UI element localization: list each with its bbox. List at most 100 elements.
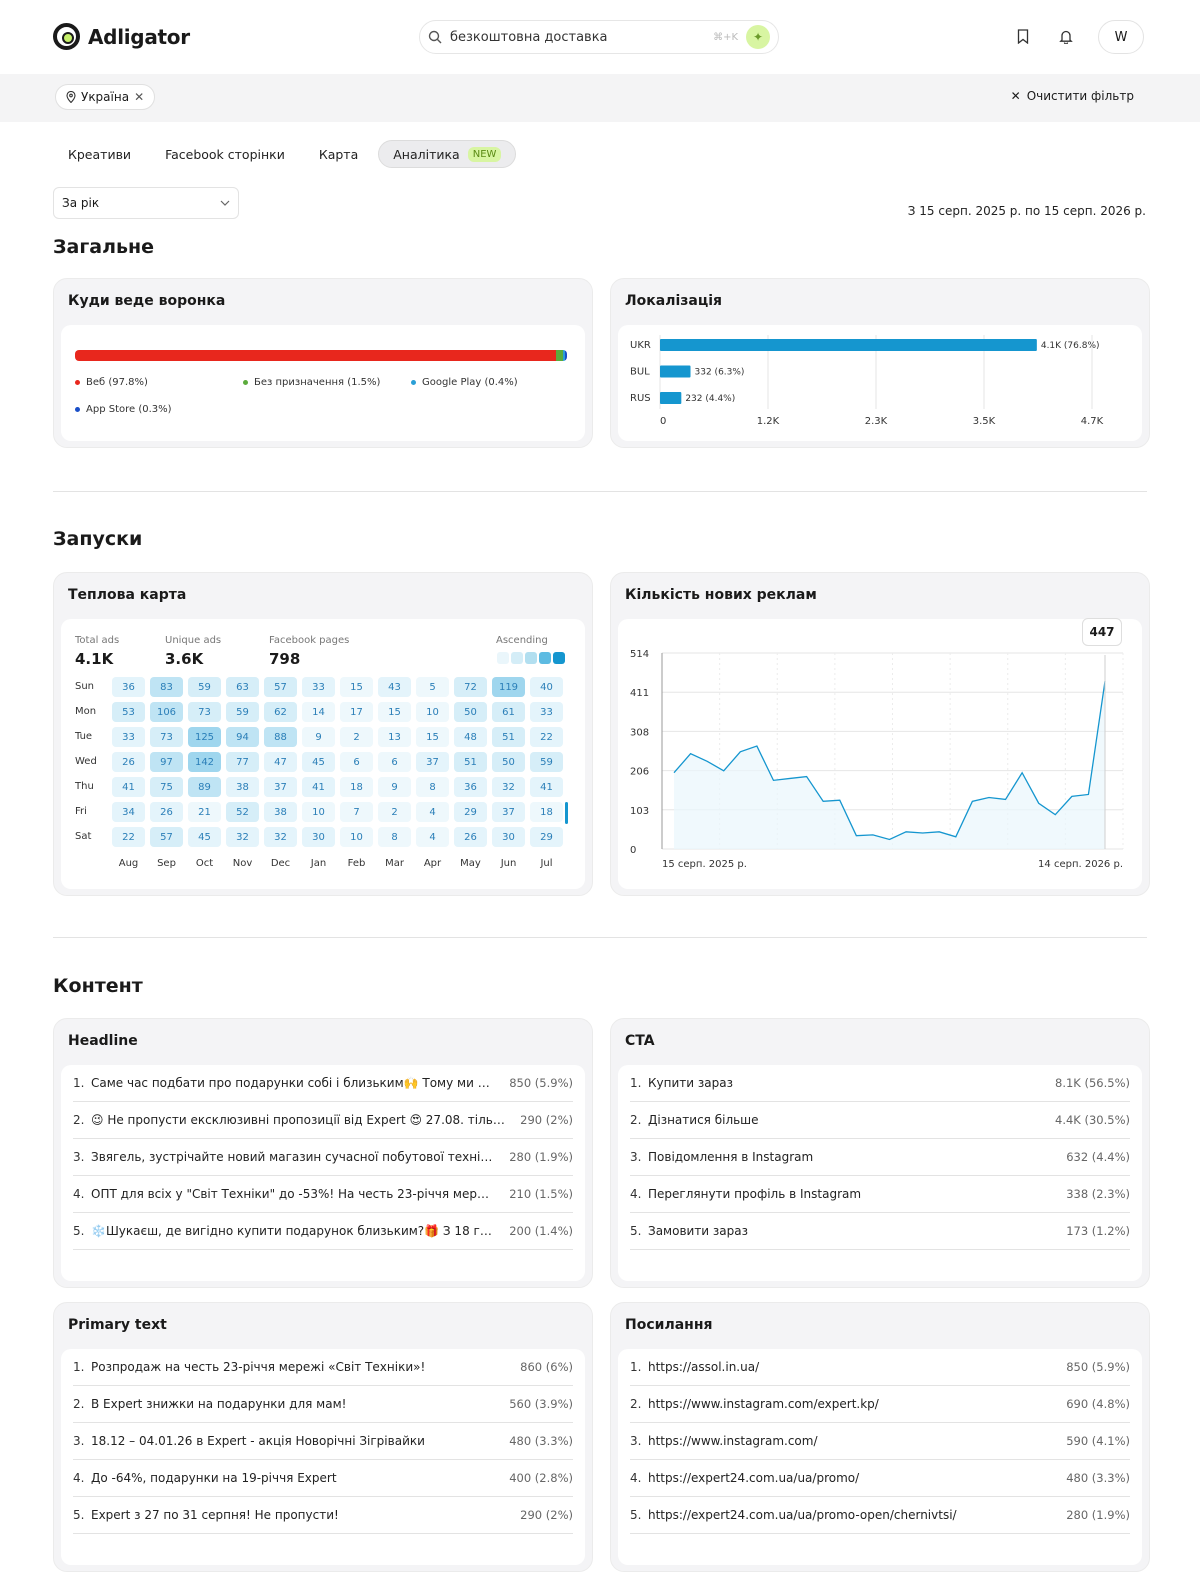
heatmap-cell[interactable]: 52 <box>226 802 259 822</box>
heatmap-cell[interactable]: 47 <box>264 752 297 772</box>
heatmap-cell[interactable]: 14 <box>302 702 335 722</box>
user-avatar[interactable]: W <box>1098 20 1144 54</box>
list-item[interactable]: 1. Розпродаж на честь 23-річчя мережі «Св… <box>73 1349 573 1386</box>
heatmap-cell[interactable]: 18 <box>340 777 373 797</box>
list-item[interactable]: 4. ОПТ для всіх у "Світ Техніки" до -53%!… <box>73 1176 573 1213</box>
heatmap-cell[interactable]: 88 <box>264 727 297 747</box>
heatmap-cell[interactable]: 59 <box>226 702 259 722</box>
heatmap-cell[interactable]: 33 <box>302 677 335 697</box>
funnel-segment[interactable] <box>565 350 567 361</box>
heatmap-cell[interactable]: 2 <box>378 802 411 822</box>
heatmap-cell[interactable]: 2 <box>340 727 373 747</box>
heatmap-cell[interactable]: 15 <box>378 702 411 722</box>
heatmap-cell[interactable]: 10 <box>340 827 373 847</box>
list-item[interactable]: 1. Саме час подбати про подарунки собі і … <box>73 1065 573 1102</box>
heatmap-cell[interactable]: 40 <box>530 677 563 697</box>
tab-analytics[interactable]: Аналітика NEW <box>378 140 517 168</box>
clear-filter-button[interactable]: ✕ Очистити фільтр <box>1011 89 1134 103</box>
heatmap-cell[interactable]: 21 <box>188 802 221 822</box>
heatmap-cell[interactable]: 37 <box>264 777 297 797</box>
heatmap-cell[interactable]: 41 <box>302 777 335 797</box>
period-select[interactable]: За рік <box>53 187 239 219</box>
list-item[interactable]: 3. Звягель, зустрічайте новий магазин суч… <box>73 1139 573 1176</box>
heatmap-cell[interactable]: 89 <box>188 777 221 797</box>
heatmap-cell[interactable]: 37 <box>416 752 449 772</box>
heatmap-cell[interactable]: 48 <box>454 727 487 747</box>
heatmap-cell[interactable]: 53 <box>112 702 145 722</box>
heatmap-cell[interactable]: 61 <box>492 702 525 722</box>
heatmap-cell[interactable]: 41 <box>530 777 563 797</box>
heatmap-cell[interactable]: 62 <box>264 702 297 722</box>
heatmap-cell[interactable]: 72 <box>454 677 487 697</box>
heatmap-cell[interactable]: 36 <box>112 677 145 697</box>
tab-map[interactable]: Карта <box>305 140 372 168</box>
heatmap-cell[interactable]: 75 <box>150 777 183 797</box>
heatmap-cell[interactable]: 26 <box>150 802 183 822</box>
list-item[interactable]: 4. https://expert24.com.ua/ua/promo/480 (… <box>630 1460 1130 1497</box>
heatmap-cell[interactable]: 50 <box>454 702 487 722</box>
tab-creatives[interactable]: Креативи <box>54 140 145 168</box>
heatmap-cell[interactable]: 32 <box>264 827 297 847</box>
heatmap-cell[interactable]: 32 <box>492 777 525 797</box>
list-item[interactable]: 3. https://www.instagram.com/590 (4.1%) <box>630 1423 1130 1460</box>
list-item[interactable]: 1. https://assol.in.ua/850 (5.9%) <box>630 1349 1130 1386</box>
heatmap-cell[interactable]: 5 <box>416 677 449 697</box>
heatmap-cell[interactable]: 15 <box>340 677 373 697</box>
heatmap-cell[interactable]: 59 <box>188 677 221 697</box>
heatmap-cell[interactable]: 142 <box>188 752 221 772</box>
heatmap-cell[interactable]: 36 <box>454 777 487 797</box>
heatmap-cell[interactable]: 38 <box>226 777 259 797</box>
heatmap-cell[interactable]: 7 <box>340 802 373 822</box>
heatmap-cell[interactable]: 43 <box>378 677 411 697</box>
heatmap-cell[interactable]: 97 <box>150 752 183 772</box>
heatmap-cell[interactable]: 10 <box>302 802 335 822</box>
heatmap-cell[interactable]: 94 <box>226 727 259 747</box>
funnel-segment[interactable] <box>75 350 556 361</box>
heatmap-cell[interactable]: 17 <box>340 702 373 722</box>
list-item[interactable]: 4. До -64%, подарунки на 19-річчя Expert 4… <box>73 1460 573 1497</box>
heatmap-cell[interactable]: 33 <box>530 702 563 722</box>
heatmap-cell[interactable]: 38 <box>264 802 297 822</box>
list-item[interactable]: 3. 18.12 – 04.01.26 в Expert - акція Ново… <box>73 1423 573 1460</box>
heatmap-cell[interactable]: 73 <box>188 702 221 722</box>
heatmap-cell[interactable]: 57 <box>264 677 297 697</box>
heatmap-cell[interactable]: 9 <box>378 777 411 797</box>
heatmap-cell[interactable]: 10 <box>416 702 449 722</box>
heatmap-cell[interactable]: 45 <box>302 752 335 772</box>
list-item[interactable]: 5. Expert з 27 по 31 серпня! Не пропусти!… <box>73 1497 573 1534</box>
heatmap-cell[interactable]: 8 <box>416 777 449 797</box>
funnel-segment[interactable] <box>555 350 563 361</box>
list-item[interactable]: 5. Замовити зараз 173 (1.2%) <box>630 1213 1130 1250</box>
heatmap-cell[interactable]: 41 <box>112 777 145 797</box>
heatmap-cell[interactable]: 51 <box>492 727 525 747</box>
heatmap-cell[interactable]: 30 <box>492 827 525 847</box>
heatmap-cell[interactable]: 83 <box>150 677 183 697</box>
funnel-segment[interactable] <box>563 350 565 361</box>
heatmap-cell[interactable]: 26 <box>112 752 145 772</box>
heatmap-cell[interactable]: 57 <box>150 827 183 847</box>
heatmap-cell[interactable]: 73 <box>150 727 183 747</box>
list-item[interactable]: 2. В Expert знижки на подарунки для мам! 5… <box>73 1386 573 1423</box>
heatmap-cell[interactable]: 8 <box>378 827 411 847</box>
heatmap-cell[interactable]: 30 <box>302 827 335 847</box>
heatmap-cell[interactable]: 29 <box>454 802 487 822</box>
heatmap-cell[interactable]: 106 <box>150 702 183 722</box>
heatmap-cell[interactable]: 4 <box>416 827 449 847</box>
heatmap-cell[interactable]: 6 <box>378 752 411 772</box>
bookmark-icon[interactable] <box>1013 26 1033 46</box>
brand-logo[interactable]: Adligator <box>53 23 190 50</box>
heatmap-cell[interactable]: 59 <box>530 752 563 772</box>
tab-facebook-pages[interactable]: Facebook сторінки <box>151 140 299 168</box>
list-item[interactable]: 3. Повідомлення в Instagram 632 (4.4%) <box>630 1139 1130 1176</box>
search-input[interactable]: безкоштовна доставка ⌘+K ✦ <box>419 20 779 54</box>
heatmap-cell[interactable]: 32 <box>226 827 259 847</box>
bell-icon[interactable] <box>1056 26 1076 46</box>
heatmap-cell[interactable]: 37 <box>492 802 525 822</box>
chip-close-icon[interactable]: ✕ <box>134 90 145 104</box>
heatmap-cell[interactable]: 125 <box>188 727 221 747</box>
heatmap-cell[interactable]: 22 <box>530 727 563 747</box>
heatmap-cell[interactable]: 4 <box>416 802 449 822</box>
filter-chip-country[interactable]: Україна ✕ <box>55 84 156 110</box>
list-item[interactable]: 2. https://www.instagram.com/expert.kp/69… <box>630 1386 1130 1423</box>
list-item[interactable]: 1. Купити зараз 8.1K (56.5%) <box>630 1065 1130 1102</box>
